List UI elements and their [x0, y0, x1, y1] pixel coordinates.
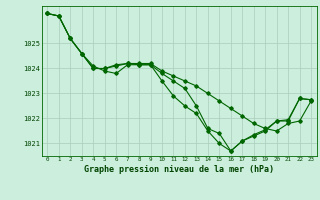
X-axis label: Graphe pression niveau de la mer (hPa): Graphe pression niveau de la mer (hPa) — [84, 165, 274, 174]
